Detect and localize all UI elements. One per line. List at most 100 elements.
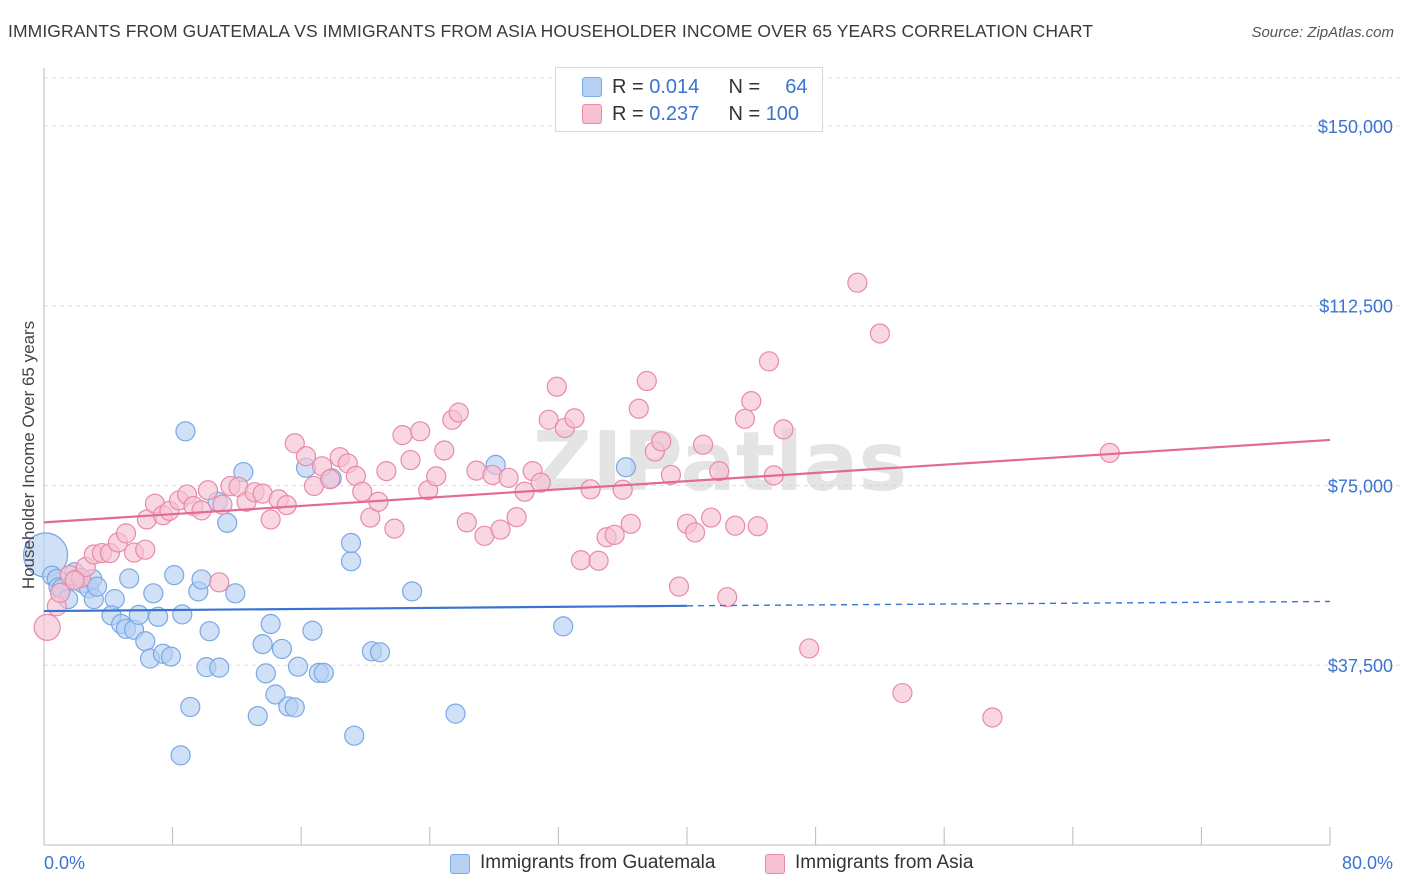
point-guatemala <box>225 583 246 604</box>
y-tick-label: $75,000 <box>1328 476 1393 496</box>
y-tick-label: $112,500 <box>1319 297 1393 317</box>
point-asia <box>709 460 730 482</box>
point-guatemala <box>615 457 637 478</box>
point-asia <box>49 582 71 603</box>
point-asia <box>284 433 305 454</box>
point-guatemala <box>260 613 281 635</box>
point-asia <box>588 550 609 571</box>
point-guatemala <box>191 569 212 590</box>
trend-line-asia <box>43 438 1331 524</box>
point-asia <box>636 370 657 392</box>
point-asia <box>538 409 559 430</box>
point-guatemala <box>284 697 305 718</box>
point-guatemala <box>104 588 125 610</box>
point-asia <box>701 507 722 528</box>
legend-label-asia: Immigrants from Asia <box>795 852 974 873</box>
point-guatemala <box>369 642 391 663</box>
point-guatemala <box>199 621 220 642</box>
trend-lines <box>43 438 1331 613</box>
point-guatemala <box>175 421 196 442</box>
point-asia <box>115 523 137 544</box>
point-asia <box>982 707 1003 728</box>
point-guatemala <box>340 532 362 554</box>
point-asia <box>376 460 397 482</box>
point-guatemala <box>148 606 169 627</box>
legend-swatch-pink <box>765 854 785 874</box>
point-guatemala <box>340 551 362 572</box>
legend-r-label: R = <box>612 103 644 125</box>
point-asia <box>426 466 447 487</box>
y-tick-label: $150,000 <box>1318 117 1393 137</box>
legend-r-value: 0.014 <box>649 76 700 98</box>
point-asia <box>773 419 794 440</box>
point-asia <box>209 572 230 593</box>
point-guatemala <box>180 696 201 718</box>
point-asia <box>651 431 672 452</box>
points <box>23 272 1120 766</box>
point-guatemala <box>172 604 193 625</box>
point-guatemala <box>287 656 309 677</box>
trend-line-guatemala-extension <box>686 600 1331 607</box>
point-guatemala <box>255 663 276 684</box>
point-asia <box>33 613 61 641</box>
point-asia <box>604 524 625 545</box>
point-asia <box>758 351 780 372</box>
point-asia <box>434 440 455 461</box>
stats-legend: R = 0.014 N = 64 R = 0.237 N = 100 <box>555 67 823 132</box>
point-asia <box>392 425 413 446</box>
grid-lines <box>44 77 1400 666</box>
point-asia <box>506 507 527 528</box>
point-guatemala <box>128 604 149 626</box>
point-asia <box>620 513 641 534</box>
point-asia <box>660 464 682 486</box>
point-guatemala <box>252 634 273 655</box>
point-guatemala <box>217 512 238 533</box>
point-guatemala <box>553 616 574 637</box>
point-asia <box>448 402 469 423</box>
point-asia <box>668 576 690 597</box>
point-asia <box>628 398 649 419</box>
point-asia <box>490 519 511 540</box>
point-asia <box>546 376 567 397</box>
x-tick-label: 80.0% <box>1342 853 1393 873</box>
point-guatemala <box>313 662 334 684</box>
point-guatemala <box>445 703 466 724</box>
point-guatemala <box>160 646 182 667</box>
legend-r-value: 0.237 <box>649 103 700 125</box>
point-asia <box>530 472 551 493</box>
point-asia <box>734 408 755 429</box>
y-axis-title: Householder Income Over 65 years <box>19 321 38 589</box>
point-asia <box>725 515 746 536</box>
legend-swatch-blue <box>450 854 470 874</box>
point-asia <box>276 495 297 516</box>
point-asia <box>869 323 891 344</box>
point-guatemala <box>402 581 423 602</box>
point-asia <box>580 479 601 500</box>
point-asia <box>717 587 738 608</box>
point-asia <box>564 408 585 429</box>
point-asia <box>799 638 820 659</box>
x-tick-label: 0.0% <box>44 853 85 873</box>
legend-n-label: N = <box>728 76 761 98</box>
trend-line-guatemala <box>43 604 688 613</box>
point-guatemala <box>302 620 323 641</box>
legend-swatch-pink <box>582 104 602 124</box>
point-asia <box>212 494 233 515</box>
point-guatemala <box>265 684 286 705</box>
y-tick-label: $37,500 <box>1328 656 1393 676</box>
point-asia <box>260 509 281 530</box>
point-asia <box>570 550 592 571</box>
legend-n-value: 100 <box>765 103 800 125</box>
point-asia <box>64 570 85 591</box>
point-asia <box>892 682 913 704</box>
point-asia <box>741 390 762 412</box>
point-guatemala <box>143 583 164 604</box>
chart-title: IMMIGRANTS FROM GUATEMALA VS IMMIGRANTS … <box>8 21 1094 41</box>
point-guatemala <box>170 745 191 766</box>
point-asia <box>847 272 868 293</box>
point-asia <box>498 467 519 488</box>
legend-n-value: 64 <box>785 76 808 98</box>
point-guatemala <box>135 631 156 652</box>
point-asia <box>747 516 768 537</box>
